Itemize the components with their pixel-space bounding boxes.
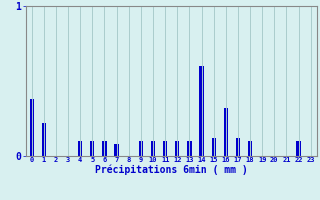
Bar: [224, 108, 228, 156]
Bar: [115, 144, 119, 156]
Bar: [139, 141, 143, 156]
Bar: [151, 141, 155, 156]
Bar: [102, 141, 107, 156]
Bar: [187, 141, 192, 156]
Bar: [175, 141, 180, 156]
Bar: [296, 141, 301, 156]
Bar: [90, 141, 94, 156]
Bar: [42, 123, 46, 156]
Bar: [78, 141, 82, 156]
Bar: [163, 141, 167, 156]
Bar: [212, 138, 216, 156]
Bar: [29, 99, 34, 156]
Bar: [199, 66, 204, 156]
Bar: [236, 138, 240, 156]
X-axis label: Précipitations 6min ( mm ): Précipitations 6min ( mm ): [95, 165, 248, 175]
Bar: [248, 141, 252, 156]
